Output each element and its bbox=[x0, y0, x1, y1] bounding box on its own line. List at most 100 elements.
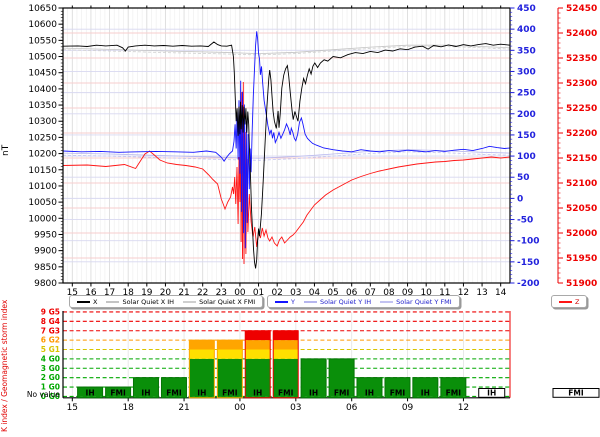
k-bar-06-09-fmi-segment bbox=[384, 377, 410, 397]
k-bar-09-12-ih bbox=[412, 377, 439, 399]
axis-tick-label: 9850 bbox=[34, 263, 57, 273]
axis-tick-label: 51900 bbox=[566, 279, 597, 289]
legend-entry-solar-quiet-x-fmi: Solar Quiet X FMI bbox=[183, 298, 255, 306]
k-bar-21-00-ih-segment bbox=[189, 396, 215, 398]
k-bar-21-00-fmi bbox=[216, 339, 243, 399]
axis-tick-label: 52400 bbox=[566, 29, 597, 39]
axis-tick-label: 52150 bbox=[566, 154, 597, 164]
k-bar-00-03-ih bbox=[244, 330, 271, 399]
k-bar-03-06-fmi bbox=[328, 358, 355, 399]
axis-tick-label: -200 bbox=[517, 279, 540, 289]
axis-tick-label: 7 G3 bbox=[41, 326, 60, 335]
k-bar-21-00-ih-segment bbox=[189, 340, 215, 350]
k-bar-21-00-ih bbox=[188, 339, 215, 399]
axis-tick-label: FMI bbox=[222, 389, 238, 398]
axis-tick-label: 52250 bbox=[566, 104, 597, 114]
axis-tick-label: 18 bbox=[122, 288, 134, 298]
axis-tick-label: 15 bbox=[67, 288, 78, 298]
legend-entry-solar-quiet-y-ih: Solar Quiet Y IH bbox=[303, 297, 372, 306]
axis-tick-label: 16 bbox=[85, 288, 97, 298]
axis-tick-label: 00 bbox=[234, 403, 246, 413]
axis-tick-label: IH bbox=[421, 389, 430, 398]
k-bar-09-12-fmi bbox=[440, 377, 467, 399]
axis-tick-label: IH bbox=[487, 389, 496, 398]
series-line-y bbox=[63, 31, 510, 249]
axis-tick-label: 09 bbox=[402, 288, 414, 298]
axis-tick-label: 18 bbox=[122, 403, 134, 413]
axis-tick-label: 400 bbox=[517, 25, 536, 35]
axis-tick-label: 02 bbox=[271, 288, 282, 298]
top-axis-label-18: 18 bbox=[118, 0, 136, 3]
axis-tick-label: 01 bbox=[253, 288, 264, 298]
z-line-swatch-icon bbox=[559, 300, 572, 303]
k-bar-09-12-fmi-segment bbox=[440, 396, 466, 398]
axis-tick-label: FMI bbox=[278, 389, 294, 398]
k-bar-18-21-fmi-segment bbox=[161, 396, 187, 398]
k-bar-21-00-fmi-segment bbox=[217, 358, 243, 397]
axis-tick-label: 0 G0 bbox=[41, 392, 60, 401]
k-bar-18-21-fmi bbox=[160, 377, 187, 399]
axis-tick-label: 350 bbox=[517, 46, 536, 56]
legend-label: Solar Quiet Y IH bbox=[319, 297, 372, 306]
k-bar-00-03-fmi bbox=[272, 330, 299, 399]
x-line-swatch-icon bbox=[77, 300, 90, 303]
solar-quiet-x-fmi-swatch-icon bbox=[183, 300, 197, 303]
k-bar-03-06-ih bbox=[300, 358, 327, 399]
axis-tick-label: IH bbox=[86, 389, 95, 398]
k-bar-06-09-ih bbox=[356, 377, 383, 399]
legend-entry-y: Y bbox=[275, 298, 295, 306]
axis-tick-label: 50 bbox=[517, 173, 530, 183]
axis-tick-label: 10300 bbox=[28, 117, 57, 127]
series-line-z bbox=[63, 81, 510, 265]
axis-tick-label: 9800 bbox=[34, 279, 57, 289]
k-bar-18-21-ih-segment bbox=[133, 396, 159, 398]
axis-tick-label: 03 bbox=[290, 403, 301, 413]
legend-entry-x: X bbox=[77, 298, 97, 306]
legend-entry-solar-quiet-y-fmi: Solar Quiet Y FMI bbox=[380, 298, 452, 306]
k-bar-00-03-fmi-segment bbox=[273, 358, 299, 397]
axis-tick-label: 06 bbox=[346, 288, 358, 298]
axis-tick-label: 300 bbox=[517, 67, 536, 77]
y-line-swatch-icon bbox=[275, 300, 288, 303]
k-bar-21-00-ih-segment bbox=[189, 358, 215, 397]
axis-tick-label: 0 bbox=[517, 194, 523, 204]
legend-label: Z bbox=[575, 297, 580, 306]
top-panel-axes: 1065010600105501050010450104001035010300… bbox=[28, 4, 597, 298]
axis-tick-label: 51950 bbox=[566, 254, 597, 264]
axis-tick-label: FMI bbox=[166, 389, 182, 398]
k-bar-06-09-ih-segment bbox=[356, 377, 382, 397]
axis-tick-label: 14 bbox=[495, 288, 507, 298]
k-bar-15-18-ih bbox=[77, 386, 104, 399]
axis-tick-label: 10250 bbox=[28, 133, 57, 143]
axis-tick-label: 250 bbox=[517, 89, 536, 99]
k-bar-18-21-ih bbox=[132, 377, 159, 399]
k-bar-06-09-fmi-segment bbox=[384, 396, 410, 398]
k-bar-18-21-ih-segment bbox=[133, 377, 159, 397]
axis-tick-label: IH bbox=[197, 389, 206, 398]
series-line-solar-quiet-x-fmi bbox=[63, 46, 510, 56]
axis-tick-label: 450 bbox=[517, 4, 536, 14]
axis-tick-label: -100 bbox=[517, 237, 540, 247]
axis-tick-label: 23 bbox=[216, 288, 227, 298]
axis-tick-label: 10200 bbox=[28, 150, 57, 160]
axis-tick-label: 03 bbox=[290, 288, 301, 298]
legend-label: Solar Quiet Y FMI bbox=[396, 297, 452, 306]
axis-tick-label: 6 G2 bbox=[41, 336, 60, 345]
axis-tick-label: 12 bbox=[458, 288, 469, 298]
axis-tick-label: 12 bbox=[458, 403, 469, 413]
k-bar-21-00-fmi-segment bbox=[217, 396, 243, 398]
axis-tick-label: FMI bbox=[334, 389, 350, 398]
axis-tick-label: 1 G0 bbox=[41, 383, 60, 392]
k-bar-15-18-fmi-segment bbox=[105, 396, 131, 398]
axis-tick-label: No value bbox=[27, 390, 60, 399]
k-bar-09-12-fmi-segment bbox=[440, 377, 466, 397]
legend-box-y: Y Solar Quiet Y IH Solar Quiet Y FMI bbox=[267, 295, 460, 308]
axis-tick-label: 52200 bbox=[566, 129, 597, 139]
k-bar-00-03-fmi-segment bbox=[273, 340, 299, 350]
axis-tick-label: -150 bbox=[517, 258, 540, 268]
k-bar-00-03-fmi-segment bbox=[273, 349, 299, 359]
k-bar-21-00-ih-segment bbox=[189, 349, 215, 359]
top-axis-label-06: 06 bbox=[331, 0, 349, 3]
k-bar-00-03-ih-segment bbox=[245, 349, 271, 359]
